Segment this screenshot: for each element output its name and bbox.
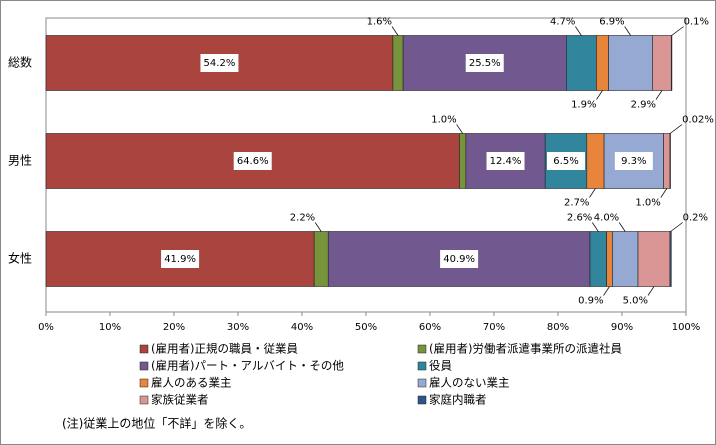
data-label: 9.3% xyxy=(621,156,646,167)
data-label: 6.9% xyxy=(599,17,624,28)
legend-label: (雇用者)正規の職員・従業員 xyxy=(151,342,298,356)
leader-line xyxy=(618,222,626,232)
legend-swatch xyxy=(417,361,427,371)
data-label-box xyxy=(161,250,200,268)
data-label-box xyxy=(233,152,272,170)
data-label: 40.9% xyxy=(443,254,475,265)
data-label: 2.6% xyxy=(567,213,592,224)
bar-segment xyxy=(637,231,671,287)
x-tick-label: 30% xyxy=(227,322,249,333)
data-label-box xyxy=(440,250,479,268)
leader-line xyxy=(314,222,322,232)
data-label: 2.7% xyxy=(564,198,589,209)
y-tick-label: 女性 xyxy=(8,251,32,266)
legend-swatch xyxy=(139,395,149,405)
y-tick-label: 男性 xyxy=(8,154,32,168)
data-label: 12.4% xyxy=(490,156,522,167)
legend-label: 家庭内職者 xyxy=(429,393,487,407)
data-label: 4.7% xyxy=(550,17,575,28)
data-label-box xyxy=(200,54,239,72)
data-label: 6.5% xyxy=(553,156,578,167)
bar-segment xyxy=(669,133,671,189)
bar-segment xyxy=(670,35,673,91)
data-label: 1.0% xyxy=(635,198,660,209)
bar-segment xyxy=(586,133,605,189)
legend-label: 雇人のない業主 xyxy=(429,376,510,390)
legend-swatch xyxy=(139,344,149,354)
legend-swatch xyxy=(139,361,149,371)
bar-segment xyxy=(612,231,639,287)
data-label-box xyxy=(486,152,525,170)
x-tick-label: 0% xyxy=(38,322,54,333)
legend-swatch xyxy=(417,395,427,405)
bar-segment xyxy=(313,231,329,287)
legend-label: 家族従業者 xyxy=(151,393,209,407)
bar-segment xyxy=(459,133,467,189)
x-tick-label: 50% xyxy=(355,322,377,333)
data-label: 0.1% xyxy=(684,17,709,28)
data-label: 5.0% xyxy=(623,296,648,307)
data-label: 0.9% xyxy=(578,296,603,307)
bar-segment xyxy=(608,35,654,91)
leader-line xyxy=(655,90,663,100)
bar-segment xyxy=(392,35,404,91)
data-label: 0.02% xyxy=(682,115,714,126)
legend-swatch xyxy=(417,344,427,354)
data-label: 54.2% xyxy=(204,58,236,69)
data-label: 2.2% xyxy=(290,213,315,224)
bar-segment xyxy=(589,231,607,287)
leader-line xyxy=(670,222,683,232)
x-tick-label: 90% xyxy=(611,322,633,333)
data-label: 25.5% xyxy=(469,58,501,69)
bar-segment xyxy=(669,231,672,287)
x-tick-label: 10% xyxy=(99,322,121,333)
legend-label: 役員 xyxy=(429,359,452,373)
bar-segment xyxy=(566,35,597,91)
x-tick-label: 80% xyxy=(547,322,569,333)
legend-label: (雇用者)パート・アルバイト・その他 xyxy=(151,359,344,373)
bar-segment xyxy=(606,231,613,287)
bar-segment xyxy=(663,133,671,189)
leader-line xyxy=(456,124,463,134)
x-tick-label: 100% xyxy=(672,322,701,333)
data-label-box xyxy=(614,152,653,170)
leader-line xyxy=(596,90,603,100)
leader-line xyxy=(671,26,684,36)
data-label: 41.9% xyxy=(164,254,196,265)
leader-line xyxy=(589,188,596,198)
data-label-box xyxy=(465,54,504,72)
bar-segment xyxy=(596,35,609,91)
x-tick-label: 60% xyxy=(419,322,441,333)
leader-line xyxy=(575,26,582,36)
leader-line xyxy=(647,286,655,296)
leader-line xyxy=(603,286,610,296)
y-tick-label: 総数 xyxy=(8,55,32,70)
leader-line xyxy=(660,188,668,198)
data-label-box xyxy=(547,152,585,170)
x-tick-label: 40% xyxy=(291,322,313,333)
note: (注)従業上の地位「不詳」を除く。 xyxy=(62,416,251,431)
data-label: 2.9% xyxy=(631,100,656,111)
leader-line xyxy=(624,26,631,36)
leader-line xyxy=(391,26,399,36)
legend-swatch xyxy=(139,378,149,388)
data-label: 64.6% xyxy=(237,156,269,167)
x-tick-label: 20% xyxy=(163,322,185,333)
x-tick-label: 70% xyxy=(483,322,505,333)
leader-line xyxy=(592,222,599,232)
bar-segment xyxy=(652,35,672,91)
data-label: 1.9% xyxy=(571,100,596,111)
legend-swatch xyxy=(417,378,427,388)
legend-label: (雇用者)労働者派遣事業所の派遣社員 xyxy=(429,342,622,356)
data-label: 0.2% xyxy=(683,213,708,224)
data-label: 1.6% xyxy=(367,17,392,28)
legend-label: 雇人のある業主 xyxy=(151,376,232,390)
leader-line xyxy=(669,124,683,134)
data-label: 4.0% xyxy=(594,213,619,224)
data-label: 1.0% xyxy=(431,115,456,126)
